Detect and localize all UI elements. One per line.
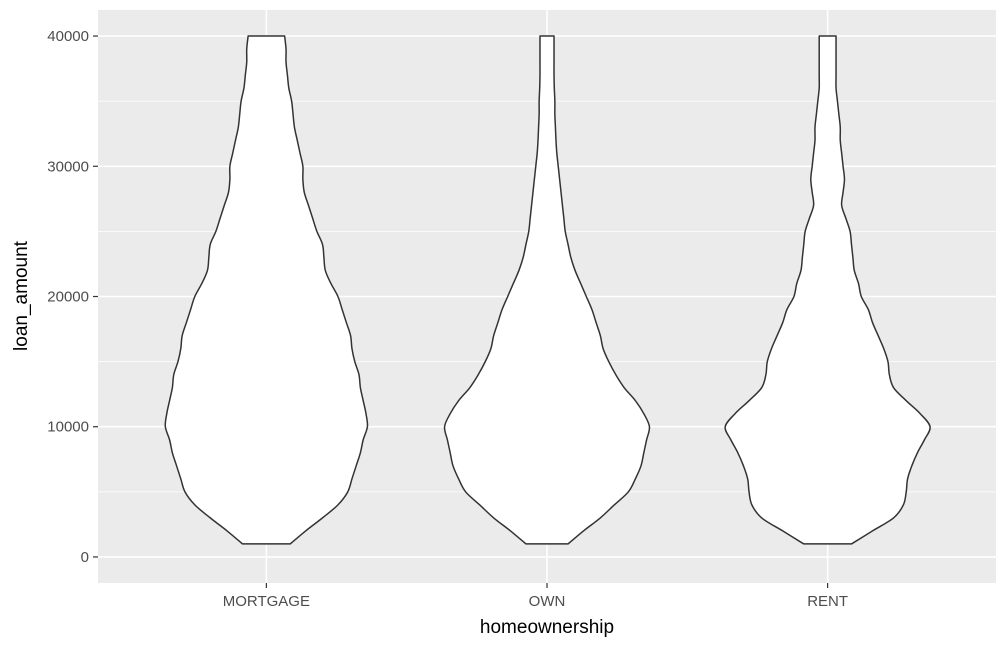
y-tick-label: 20000 <box>47 289 89 306</box>
violins <box>164 35 931 545</box>
violin-mortgage <box>164 35 369 545</box>
y-tick-label: 0 <box>81 549 89 566</box>
y-tick-label: 10000 <box>47 419 89 436</box>
x-axis-title: homeownership <box>480 617 614 638</box>
violin-own <box>443 35 651 545</box>
x-tick-label: RENT <box>807 593 848 610</box>
x-axis-ticks: MORTGAGE OWN RENT <box>223 583 848 610</box>
y-tick-label: 40000 <box>47 28 89 45</box>
y-axis-title: loan_amount <box>11 240 32 351</box>
y-axis-ticks: 0 10000 20000 30000 40000 <box>47 28 98 566</box>
x-tick-label: MORTGAGE <box>223 593 310 610</box>
violin-rent <box>724 35 931 545</box>
y-tick-label: 30000 <box>47 158 89 175</box>
x-tick-label: OWN <box>529 593 566 610</box>
